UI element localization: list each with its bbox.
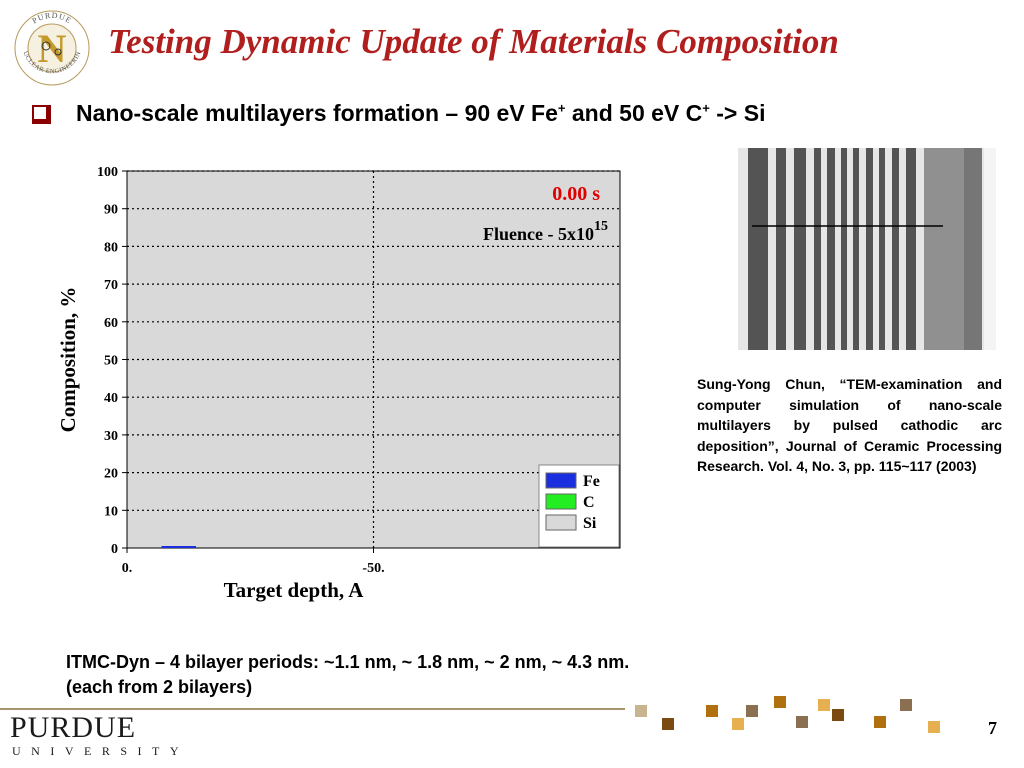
y-tick-label: 50 bbox=[104, 354, 118, 369]
legend-label-si: Si bbox=[583, 515, 597, 532]
decorative-square bbox=[818, 699, 830, 711]
composition-chart: 0 10 20 30 40 50 60 70 80 90 100 0. -50. Compositio… bbox=[50, 155, 630, 615]
y-tick-label: 10 bbox=[104, 504, 118, 519]
svg-text:PURDUE: PURDUE bbox=[31, 11, 74, 26]
legend-label-fe: Fe bbox=[583, 473, 600, 490]
y-tick-label: 40 bbox=[104, 391, 118, 406]
purdue-nuclear-logo: N PURDUE NUCLEAR ENGINEERING bbox=[9, 3, 92, 88]
y-axis-ticks: 0 10 20 30 40 50 60 70 80 90 100 bbox=[97, 165, 127, 557]
legend-label-c: C bbox=[583, 494, 595, 511]
y-tick-label: 60 bbox=[104, 316, 118, 331]
series-area-fe bbox=[161, 546, 197, 548]
chart-svg: 0 10 20 30 40 50 60 70 80 90 100 0. -50. Compositio… bbox=[56, 165, 621, 602]
legend: Fe C Si bbox=[538, 464, 620, 548]
legend-swatch-fe bbox=[545, 472, 577, 489]
decorative-square bbox=[635, 705, 647, 717]
bullet-text: Nano-scale multilayers formation – 90 eV… bbox=[76, 99, 766, 126]
citation-text: Sung-Yong Chun, “TEM-examination and com… bbox=[697, 376, 1002, 474]
y-tick-label: 80 bbox=[104, 240, 118, 255]
x-axis-ticks: 0. -50. bbox=[122, 548, 385, 576]
university-wordmark: UNIVERSITY bbox=[12, 744, 189, 758]
y-tick-label: 90 bbox=[104, 203, 118, 218]
slide-title: Testing Dynamic Update of Materials Comp… bbox=[108, 22, 839, 61]
x-axis-label: Target depth, A bbox=[224, 578, 365, 602]
page-number: 7 bbox=[988, 718, 997, 738]
decorative-square bbox=[796, 716, 808, 728]
series-marks bbox=[161, 546, 197, 548]
y-tick-label: 0 bbox=[111, 542, 118, 557]
footer-divider bbox=[0, 708, 625, 710]
bullet-item: Nano-scale multilayers formation – 90 eV… bbox=[32, 98, 765, 128]
y-tick-label: 20 bbox=[104, 467, 118, 482]
fluence-label: Fluence - 5x1015 bbox=[483, 219, 608, 244]
decorative-square bbox=[662, 718, 674, 730]
x-tick-label: -50. bbox=[362, 561, 384, 576]
time-label: 0.00 s bbox=[552, 183, 600, 205]
y-tick-label: 30 bbox=[104, 429, 118, 444]
tem-micrograph-image bbox=[738, 148, 996, 350]
purdue-wordmark: PURDUE bbox=[10, 711, 137, 744]
legend-swatch-c bbox=[545, 493, 577, 510]
svg-text:N: N bbox=[38, 26, 67, 71]
footer-line-2: (each from 2 bilayers) bbox=[66, 677, 253, 697]
decorative-square bbox=[928, 721, 940, 733]
y-axis-label: Composition, % bbox=[56, 287, 80, 433]
decorative-square bbox=[874, 716, 886, 728]
decorative-square bbox=[900, 699, 912, 711]
checkbox-bullet-icon bbox=[32, 105, 51, 124]
x-tick-label: 0. bbox=[122, 561, 133, 576]
y-tick-label: 70 bbox=[104, 278, 118, 293]
footer-line-1: ITMC-Dyn – 4 bilayer periods: ~1.1 nm, ~… bbox=[66, 652, 630, 672]
decorative-square bbox=[732, 718, 744, 730]
decorative-square bbox=[774, 696, 786, 708]
footer-note: ITMC-Dyn – 4 bilayer periods: ~1.1 nm, ~… bbox=[66, 650, 826, 700]
decorative-square bbox=[746, 705, 758, 717]
y-tick-label: 100 bbox=[97, 165, 118, 180]
legend-swatch-si bbox=[545, 514, 577, 531]
grid-lines bbox=[127, 170, 620, 548]
decorative-square bbox=[832, 709, 844, 721]
decorative-square bbox=[706, 705, 718, 717]
